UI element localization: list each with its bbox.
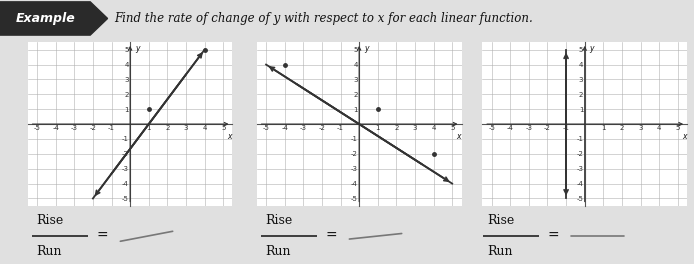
Polygon shape: [0, 2, 108, 35]
Text: =: =: [96, 229, 108, 243]
Text: Run: Run: [265, 245, 290, 258]
Text: y: y: [135, 44, 139, 53]
Text: Find the rate of change of y with respect to x for each linear function.: Find the rate of change of y with respec…: [115, 12, 533, 25]
Text: Rise: Rise: [36, 214, 63, 227]
Text: Rise: Rise: [265, 214, 292, 227]
Text: Rise: Rise: [487, 214, 514, 227]
Text: x: x: [682, 132, 686, 141]
Text: Run: Run: [36, 245, 61, 258]
Text: y: y: [364, 44, 369, 53]
Text: Run: Run: [487, 245, 512, 258]
Text: x: x: [457, 132, 461, 141]
Text: y: y: [589, 44, 594, 53]
Text: x: x: [228, 132, 232, 141]
Text: Example: Example: [15, 12, 75, 25]
Text: =: =: [325, 229, 337, 243]
Text: =: =: [548, 229, 559, 243]
